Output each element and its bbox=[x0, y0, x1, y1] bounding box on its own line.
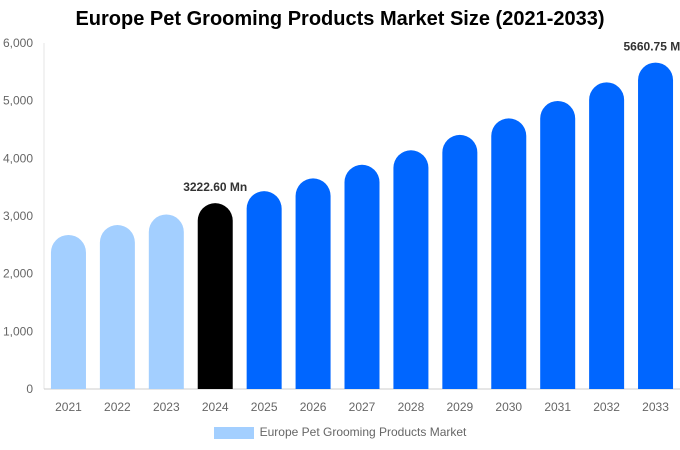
bar-2030[interactable] bbox=[491, 118, 527, 390]
y-tick-label: 5,000 bbox=[3, 94, 33, 108]
x-tick-label: 2024 bbox=[202, 400, 229, 414]
legend[interactable]: Europe Pet Grooming Products Market bbox=[0, 425, 680, 439]
bar-2021[interactable] bbox=[50, 234, 86, 389]
bar-2022[interactable] bbox=[99, 225, 135, 389]
y-tick-label: 3,000 bbox=[3, 209, 33, 223]
x-tick-label: 2021 bbox=[55, 400, 82, 414]
x-tick-label: 2027 bbox=[349, 400, 376, 414]
y-tick-label: 2,000 bbox=[3, 267, 33, 281]
bar-2023[interactable] bbox=[148, 214, 184, 389]
x-tick-label: 2032 bbox=[593, 400, 620, 414]
x-tick-label: 2031 bbox=[544, 400, 571, 414]
data-label: 5660.75 Mn bbox=[624, 40, 680, 54]
x-tick-label: 2023 bbox=[153, 400, 180, 414]
legend-swatch bbox=[213, 426, 254, 439]
bar-2027[interactable] bbox=[344, 164, 380, 389]
data-label: 3222.60 Mn bbox=[183, 180, 247, 194]
x-tick-label: 2030 bbox=[495, 400, 522, 414]
y-tick-label: 1,000 bbox=[3, 324, 33, 338]
bar-2028[interactable] bbox=[393, 150, 429, 389]
bar-2032[interactable] bbox=[589, 82, 625, 389]
y-tick-label: 6,000 bbox=[3, 36, 33, 50]
legend-label: Europe Pet Grooming Products Market bbox=[259, 425, 467, 439]
chart-title: Europe Pet Grooming Products Market Size… bbox=[75, 8, 605, 30]
bar-2024[interactable] bbox=[197, 203, 233, 389]
bar-2029[interactable] bbox=[442, 134, 478, 389]
y-tick-label: 4,000 bbox=[3, 151, 33, 165]
x-tick-label: 2033 bbox=[642, 400, 669, 414]
x-tick-label: 2026 bbox=[300, 400, 327, 414]
x-tick-label: 2029 bbox=[446, 400, 473, 414]
bar-2031[interactable] bbox=[540, 100, 576, 389]
x-tick-label: 2028 bbox=[398, 400, 425, 414]
y-tick-label: 0 bbox=[26, 382, 33, 396]
x-tick-label: 2025 bbox=[251, 400, 278, 414]
x-tick-label: 2022 bbox=[104, 400, 131, 414]
bar-2033[interactable] bbox=[638, 62, 674, 389]
bar-2025[interactable] bbox=[246, 191, 282, 389]
bar-2026[interactable] bbox=[295, 178, 331, 389]
